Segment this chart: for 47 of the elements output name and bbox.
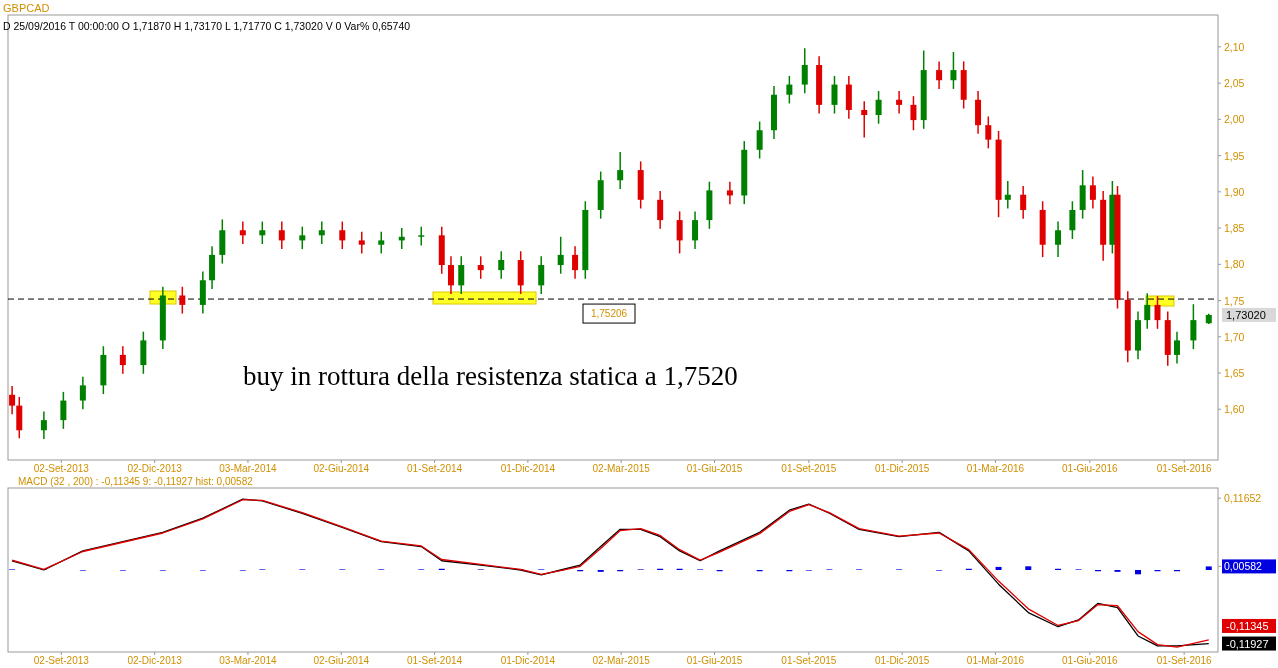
y-tick-label: 1,95: [1224, 149, 1245, 162]
y-tick-label: 0,00582: [1224, 560, 1263, 573]
x-tick-label: 02-Dic-2013: [127, 655, 183, 666]
x-tick-label: 02-Giu-2014: [313, 463, 370, 474]
chart-title: GBPCAD: [3, 2, 50, 14]
x-tick-label: 02-Mar-2015: [592, 655, 651, 666]
x-tick-label: 01-Set-2014: [407, 655, 463, 666]
x-tick-label: 01-Giu-2015: [686, 655, 743, 666]
y-tick-label: 0,11652: [1224, 492, 1262, 505]
y-tick-label: 1,60: [1224, 403, 1245, 416]
annotation: 1,73020: [1226, 308, 1266, 321]
text: D 25/09/2016 T 00:00:00 O 1,71870 H 1,73170 L 1,71770 C 1,73020 V 0 Var% 0,65740: [3, 20, 411, 32]
annotation: buy in rottura della resistenza statica a 1,7520: [243, 361, 738, 391]
x-tick-label: 01-Dic-2014: [500, 655, 556, 666]
x-tick-label: 01-Giu-2016: [1062, 463, 1119, 474]
x-tick-label: 01-Dic-2015: [874, 463, 930, 474]
x-tick-label: 01-Set-2015: [781, 655, 837, 666]
x-tick-label: 01-Giu-2016: [1062, 655, 1119, 666]
y-tick-label: 1,70: [1224, 330, 1245, 343]
ref-line-label: 1,75206: [590, 308, 628, 320]
chart-title: MACD (32 , 200) : -0,11345 9: -0,11927 hist: 0,00582: [18, 476, 254, 487]
x-tick-label: 01-Set-2016: [1156, 655, 1213, 666]
y-tick-label: 1,80: [1224, 258, 1245, 271]
y-tick-label: 1,90: [1224, 185, 1245, 198]
y-tick-label: 2,05: [1224, 77, 1245, 90]
x-tick-label: 02-Dic-2013: [127, 463, 183, 474]
x-tick-label: 03-Mar-2014: [219, 463, 278, 474]
annotation: -0,11927: [1226, 637, 1269, 650]
x-tick-label: 03-Mar-2014: [219, 655, 278, 666]
x-tick-label: 02-Set-2013: [33, 655, 90, 666]
annotation: -0,11345: [1226, 619, 1269, 632]
y-tick-label: 1,75: [1224, 294, 1245, 307]
x-tick-label: 01-Mar-2016: [966, 655, 1025, 666]
y-tick-label: 2,10: [1224, 40, 1245, 53]
x-tick-label: 02-Mar-2015: [592, 463, 651, 474]
x-tick-label: 02-Set-2013: [33, 463, 90, 474]
x-tick-label: 01-Dic-2015: [874, 655, 930, 666]
y-tick-label: 1,65: [1224, 367, 1245, 380]
x-tick-label: 01-Mar-2016: [966, 463, 1025, 474]
x-tick-label: 01-Giu-2015: [686, 463, 743, 474]
x-tick-label: 02-Giu-2014: [313, 655, 370, 666]
y-tick-label: 2,00: [1224, 113, 1245, 126]
y-tick-label: 1,85: [1224, 222, 1245, 235]
x-tick-label: 01-Dic-2014: [500, 463, 556, 474]
x-tick-label: 01-Set-2014: [407, 463, 463, 474]
x-tick-label: 01-Set-2015: [781, 463, 837, 474]
x-tick-label: 01-Set-2016: [1156, 463, 1213, 474]
